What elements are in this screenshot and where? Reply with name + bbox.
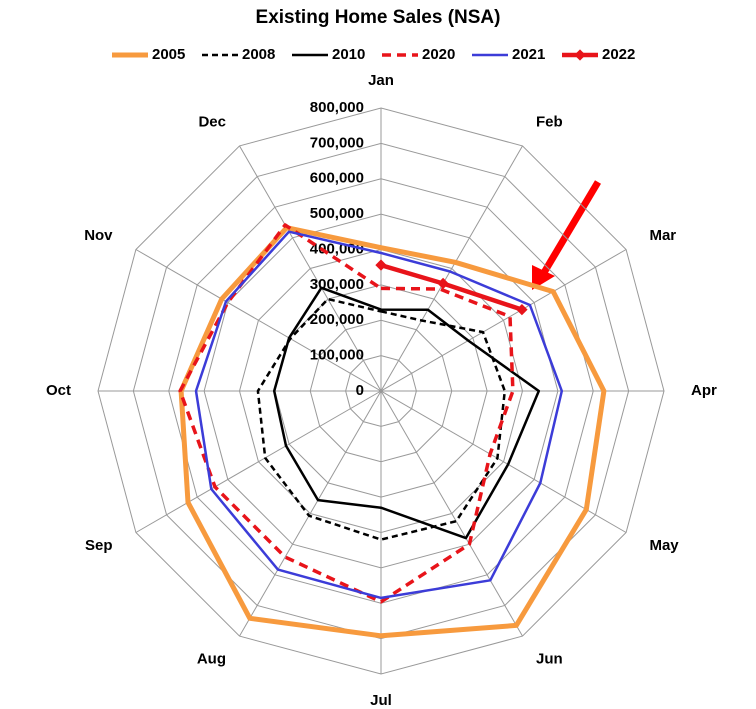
spoke (380, 390, 523, 637)
category-label: Jan (368, 72, 394, 89)
tick-label: 100,000 (310, 347, 364, 364)
category-label: Apr (691, 382, 717, 399)
spoke (239, 390, 382, 637)
category-label: Dec (198, 114, 226, 131)
chart-title: Existing Home Sales (NSA) (256, 7, 501, 28)
marker (516, 303, 528, 316)
tick-label: 300,000 (310, 276, 364, 293)
legend-label: 2022 (602, 46, 635, 63)
spoke (380, 145, 523, 392)
tick-label: 700,000 (310, 134, 364, 151)
legend-label: 2010 (332, 46, 365, 63)
tick-label: 0 (356, 382, 364, 399)
spoke (135, 390, 382, 533)
category-label: Feb (536, 114, 563, 131)
tick-label: 200,000 (310, 311, 364, 328)
category-label: Jun (536, 650, 563, 667)
series-line (178, 223, 515, 604)
grid (97, 107, 665, 675)
tick-label: 500,000 (310, 205, 364, 222)
category-label: Nov (84, 227, 113, 244)
legend-label: 2021 (512, 46, 545, 63)
category-label: May (649, 537, 679, 554)
category-label: Oct (46, 382, 71, 399)
spoke (380, 249, 627, 392)
legend-marker (574, 49, 586, 61)
category-label: Mar (649, 227, 676, 244)
tick-label: 600,000 (310, 170, 364, 187)
legend-label: 2005 (152, 46, 185, 63)
spoke (135, 249, 382, 392)
category-label: Jul (370, 692, 392, 709)
category-label: Sep (85, 537, 113, 554)
arrow (538, 180, 602, 278)
marker (437, 277, 449, 290)
series-line (194, 230, 564, 600)
arrow-head (532, 265, 555, 290)
legend-label: 2008 (242, 46, 275, 63)
series-line (178, 225, 607, 639)
marker (375, 259, 387, 271)
tick-label: 800,000 (310, 99, 364, 116)
legend-label: 2020 (422, 46, 455, 63)
category-label: Aug (197, 650, 226, 667)
spoke (239, 145, 382, 392)
series-line (272, 286, 541, 540)
series-line (256, 297, 507, 541)
